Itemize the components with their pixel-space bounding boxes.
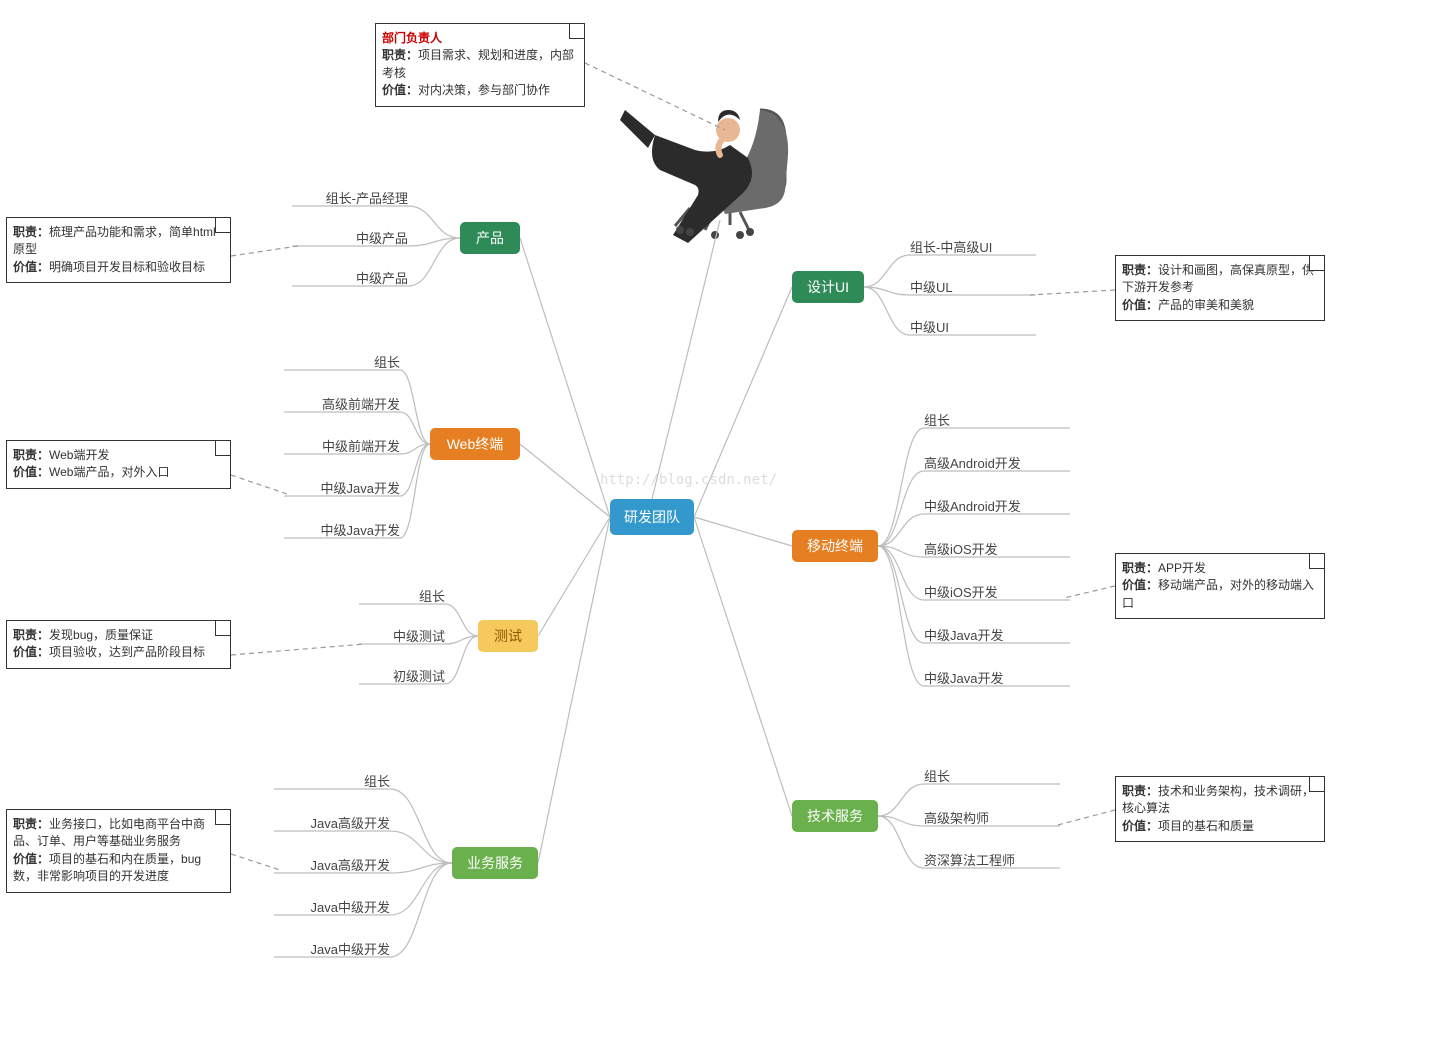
note-product: 职责：梳理产品功能和需求，简单html原型价值：明确项目开发目标和验收目标 <box>6 217 231 283</box>
leader-note: 部门负责人职责：项目需求、规划和进度，内部考核价值：对内决策，参与部门协作 <box>375 23 585 107</box>
leaf: Java中级开发 <box>280 897 390 916</box>
note-web: 职责：Web端开发价值：Web端产品，对外入口 <box>6 440 231 489</box>
leaf: 中级Android开发 <box>924 496 1064 515</box>
branch-mobile: 移动终端 <box>792 530 878 562</box>
leaf: 组长 <box>280 771 390 790</box>
leaf: Java高级开发 <box>280 813 390 832</box>
leaf: 组长-产品经理 <box>298 188 408 207</box>
leaf: 资深算法工程师 <box>924 850 1054 869</box>
leaf: 中级Java开发 <box>924 668 1064 687</box>
leaf: 高级iOS开发 <box>924 539 1064 558</box>
note-mobile: 职责：APP开发价值：移动端产品，对外的移动端入口 <box>1115 553 1325 619</box>
branch-design: 设计UI <box>792 271 864 303</box>
leaf: 中级UI <box>910 317 1030 336</box>
leaf: 组长 <box>924 766 1054 785</box>
branch-tech: 技术服务 <box>792 800 878 832</box>
note-biz: 职责：业务接口，比如电商平台中商品、订单、用户等基础业务服务价值：项目的基石和内… <box>6 809 231 893</box>
leaf: 组长 <box>365 586 445 605</box>
leaf: 高级前端开发 <box>290 394 400 413</box>
leaf: 中级产品 <box>298 268 408 287</box>
mindmap-stage: http://blog.csdn.net/ 研发团队 部门负责人职责：项目需求、规… <box>0 0 1455 1054</box>
watermark: http://blog.csdn.net/ <box>600 472 777 488</box>
leaf: 中级Java开发 <box>290 520 400 539</box>
branch-web: Web终端 <box>430 428 520 460</box>
note-tech: 职责：技术和业务架构，技术调研，核心算法价值：项目的基石和质量 <box>1115 776 1325 842</box>
leaf: 高级Android开发 <box>924 453 1064 472</box>
note-design: 职责：设计和画图，高保真原型，供下游开发参考价值：产品的审美和美貌 <box>1115 255 1325 321</box>
leaf: 中级测试 <box>365 626 445 645</box>
leaf: Java中级开发 <box>280 939 390 958</box>
leaf: 中级UL <box>910 277 1030 296</box>
leaf: 中级Java开发 <box>924 625 1064 644</box>
branch-test: 测试 <box>478 620 538 652</box>
leaf: 组长 <box>924 410 1064 429</box>
leaf: Java高级开发 <box>280 855 390 874</box>
note-test: 职责：发现bug，质量保证价值：项目验收，达到产品阶段目标 <box>6 620 231 669</box>
leaf: 中级前端开发 <box>290 436 400 455</box>
leaf: 中级iOS开发 <box>924 582 1064 601</box>
center-node: 研发团队 <box>610 499 694 535</box>
leaf: 中级Java开发 <box>290 478 400 497</box>
leaf: 初级测试 <box>365 666 445 685</box>
branch-biz: 业务服务 <box>452 847 538 879</box>
connector-lines <box>0 0 1455 1054</box>
leaf: 组长-中高级UI <box>910 237 1030 256</box>
leaf: 高级架构师 <box>924 808 1054 827</box>
branch-product: 产品 <box>460 222 520 254</box>
leaf: 中级产品 <box>298 228 408 247</box>
leaf: 组长 <box>290 352 400 371</box>
